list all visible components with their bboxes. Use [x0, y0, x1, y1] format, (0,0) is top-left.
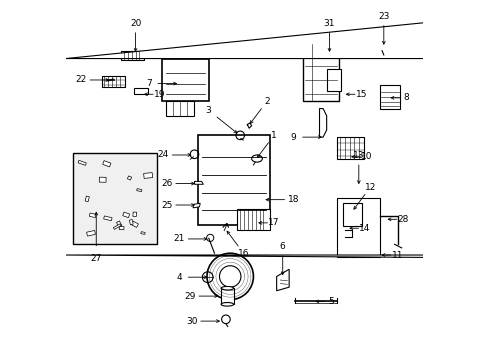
- Polygon shape: [66, 255, 488, 262]
- Polygon shape: [66, 23, 488, 59]
- Text: 7: 7: [146, 79, 151, 88]
- Bar: [137, 189, 142, 192]
- Text: 24: 24: [157, 150, 168, 159]
- Text: 2: 2: [264, 97, 269, 106]
- FancyBboxPatch shape: [162, 59, 208, 102]
- Bar: [122, 212, 129, 218]
- Text: 29: 29: [184, 292, 195, 301]
- Text: 5: 5: [327, 297, 333, 306]
- Text: 10: 10: [360, 152, 372, 161]
- Bar: [103, 216, 112, 221]
- Text: 16: 16: [237, 249, 249, 258]
- Bar: [141, 232, 145, 234]
- Text: 31: 31: [323, 19, 335, 28]
- Bar: [129, 220, 133, 225]
- Bar: [133, 212, 136, 216]
- FancyBboxPatch shape: [121, 51, 144, 60]
- FancyBboxPatch shape: [102, 76, 124, 87]
- FancyBboxPatch shape: [326, 69, 340, 91]
- FancyBboxPatch shape: [165, 102, 194, 116]
- Bar: [86, 230, 95, 236]
- Bar: [127, 176, 131, 180]
- Text: 19: 19: [154, 90, 165, 99]
- Polygon shape: [193, 203, 200, 208]
- Bar: [113, 224, 121, 229]
- Bar: [143, 172, 152, 179]
- Text: 14: 14: [359, 224, 370, 233]
- Text: 12: 12: [364, 183, 375, 192]
- Text: 28: 28: [397, 215, 408, 224]
- Text: 6: 6: [279, 243, 285, 252]
- Polygon shape: [276, 269, 288, 291]
- Text: 27: 27: [90, 254, 102, 263]
- Text: 11: 11: [391, 251, 402, 260]
- FancyBboxPatch shape: [337, 137, 364, 158]
- Bar: [119, 226, 124, 230]
- Polygon shape: [319, 109, 326, 137]
- Text: 23: 23: [377, 12, 389, 21]
- Text: 18: 18: [287, 195, 299, 204]
- Ellipse shape: [221, 287, 233, 290]
- Bar: [131, 221, 138, 228]
- Text: 1: 1: [270, 131, 276, 140]
- Text: 9: 9: [290, 132, 296, 141]
- Bar: [89, 213, 96, 217]
- Bar: [116, 221, 122, 227]
- Text: 4: 4: [176, 273, 182, 282]
- FancyBboxPatch shape: [237, 208, 269, 230]
- Text: 25: 25: [161, 201, 172, 210]
- FancyBboxPatch shape: [198, 135, 269, 225]
- FancyBboxPatch shape: [303, 44, 339, 102]
- FancyBboxPatch shape: [380, 85, 399, 109]
- FancyBboxPatch shape: [342, 203, 362, 226]
- Text: 20: 20: [130, 19, 141, 28]
- Text: 8: 8: [403, 93, 408, 102]
- FancyBboxPatch shape: [337, 198, 380, 257]
- Ellipse shape: [251, 155, 262, 162]
- Text: 21: 21: [173, 234, 184, 243]
- Ellipse shape: [221, 302, 233, 306]
- Text: 17: 17: [268, 219, 279, 228]
- Text: 22: 22: [75, 76, 86, 85]
- Polygon shape: [134, 88, 148, 94]
- Text: 3: 3: [205, 106, 211, 115]
- Text: 15: 15: [355, 90, 366, 99]
- Polygon shape: [194, 181, 203, 184]
- Bar: [99, 177, 106, 182]
- Bar: [102, 161, 111, 167]
- FancyBboxPatch shape: [73, 153, 157, 244]
- Bar: [85, 196, 89, 202]
- Bar: [78, 160, 86, 165]
- Text: 26: 26: [161, 179, 172, 188]
- Text: 30: 30: [185, 316, 197, 325]
- Text: 13: 13: [352, 152, 364, 161]
- FancyBboxPatch shape: [221, 288, 233, 304]
